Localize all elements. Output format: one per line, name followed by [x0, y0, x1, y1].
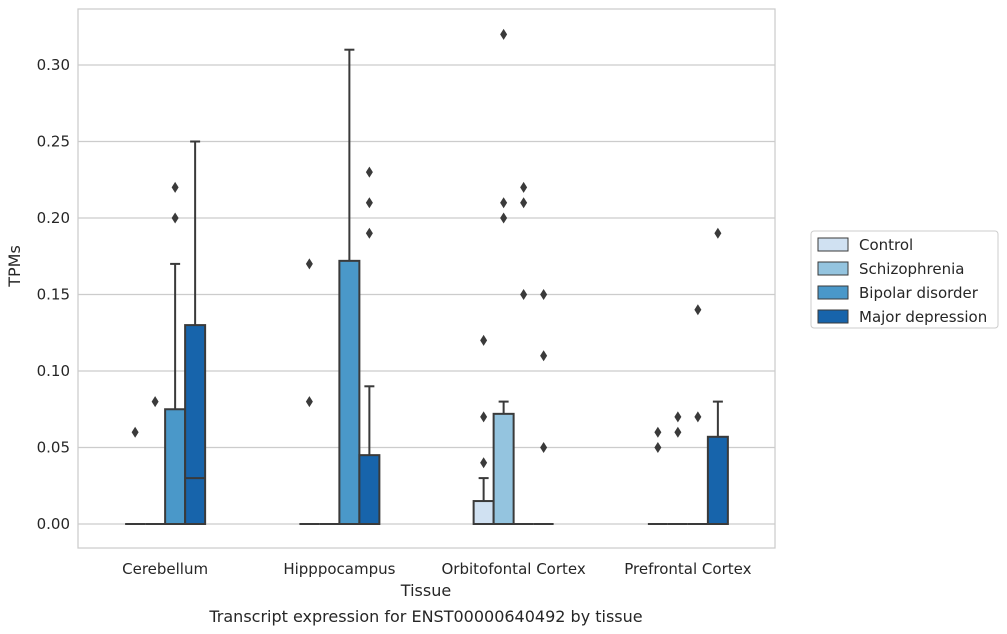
box-3-1 [667, 411, 688, 525]
legend-label: Bipolar disorder [859, 284, 979, 302]
x-tick-labels: Cerebellum Hipppocampus Orbitofontal Corte… [122, 560, 751, 578]
outlier-point [654, 426, 662, 438]
outlier-point [305, 396, 313, 408]
y-tick-label: 0.30 [37, 56, 70, 74]
box-3-0 [647, 426, 668, 525]
box-3-2 [687, 304, 708, 525]
legend: Control Schizophrenia Bipolar disorder Majo… [810, 230, 999, 329]
x-tick-label: Prefrontal Cortex [624, 560, 751, 578]
outlier-point [171, 212, 179, 224]
box-rect [164, 408, 187, 525]
outlier-point [540, 442, 548, 453]
legend-swatch [817, 285, 849, 300]
box-0-3 [184, 140, 207, 525]
outlier-point [520, 197, 528, 209]
outlier-point [480, 457, 488, 469]
outlier-point [714, 227, 722, 239]
outlier-point [520, 289, 528, 300]
outlier-point [654, 442, 662, 453]
y-tick-label: 0.15 [37, 286, 70, 304]
outlier-point [674, 426, 682, 438]
y-axis-label: TPMs [5, 245, 24, 288]
outlier-point [520, 181, 528, 193]
legend-swatch [817, 261, 849, 276]
outlier-point [151, 396, 159, 408]
outlier-point [480, 411, 488, 423]
outlier-point [305, 258, 313, 270]
outlier-point [500, 212, 508, 224]
x-tick-label: Hipppocampus [283, 560, 395, 578]
outlier-point [540, 289, 548, 300]
box-rect [492, 412, 515, 525]
x-tick-label: Orbitofontal Cortex [442, 560, 586, 578]
box-rect [338, 259, 361, 525]
outlier-point [480, 334, 488, 346]
box-0-0 [125, 426, 146, 525]
outlier-point [500, 28, 508, 40]
legend-label: Control [859, 236, 913, 254]
y-tick-label: 0.20 [37, 209, 70, 227]
legend-frame [810, 230, 999, 329]
outlier-point [131, 426, 139, 438]
chart-caption: Transcript expression for ENST0000064049… [208, 607, 642, 626]
box-2-2 [513, 181, 534, 525]
y-tick-label: 0.00 [37, 515, 70, 533]
box-2-3 [533, 289, 554, 525]
outlier-point [365, 227, 373, 239]
outlier-point [694, 411, 702, 423]
outlier-point [365, 166, 373, 178]
legend-label: Schizophrenia [859, 260, 964, 278]
y-tick-labels: 0.00 0.05 0.10 0.15 0.20 0.25 0.30 [37, 56, 70, 533]
box-2-1 [492, 28, 515, 525]
box-1-3 [358, 166, 381, 525]
box-0-1 [145, 396, 166, 525]
x-tick-label: Cerebellum [122, 560, 208, 578]
box-3-3 [706, 227, 729, 526]
box-2-0 [472, 334, 495, 525]
box-rect [358, 454, 381, 525]
box-0-2 [164, 181, 187, 525]
box-rect [706, 435, 729, 526]
legend-swatch [817, 309, 849, 324]
box-1-2 [338, 48, 361, 525]
outlier-point [540, 350, 548, 362]
box-rect [472, 500, 495, 525]
outlier-point [171, 181, 179, 193]
y-tick-label: 0.10 [37, 362, 70, 380]
outlier-point [500, 197, 508, 209]
boxes-layer [125, 28, 729, 526]
y-tick-label: 0.05 [37, 439, 70, 457]
legend-label: Major depression [859, 308, 987, 326]
plot-frame [77, 8, 776, 549]
outlier-point [694, 304, 702, 316]
outlier-point [365, 197, 373, 209]
box-rect [184, 324, 207, 525]
outlier-point [674, 411, 682, 423]
y-tick-label: 0.25 [37, 133, 70, 151]
x-axis-label: Tissue [400, 581, 451, 600]
legend-swatch [817, 237, 849, 252]
box-1-0 [299, 258, 320, 525]
